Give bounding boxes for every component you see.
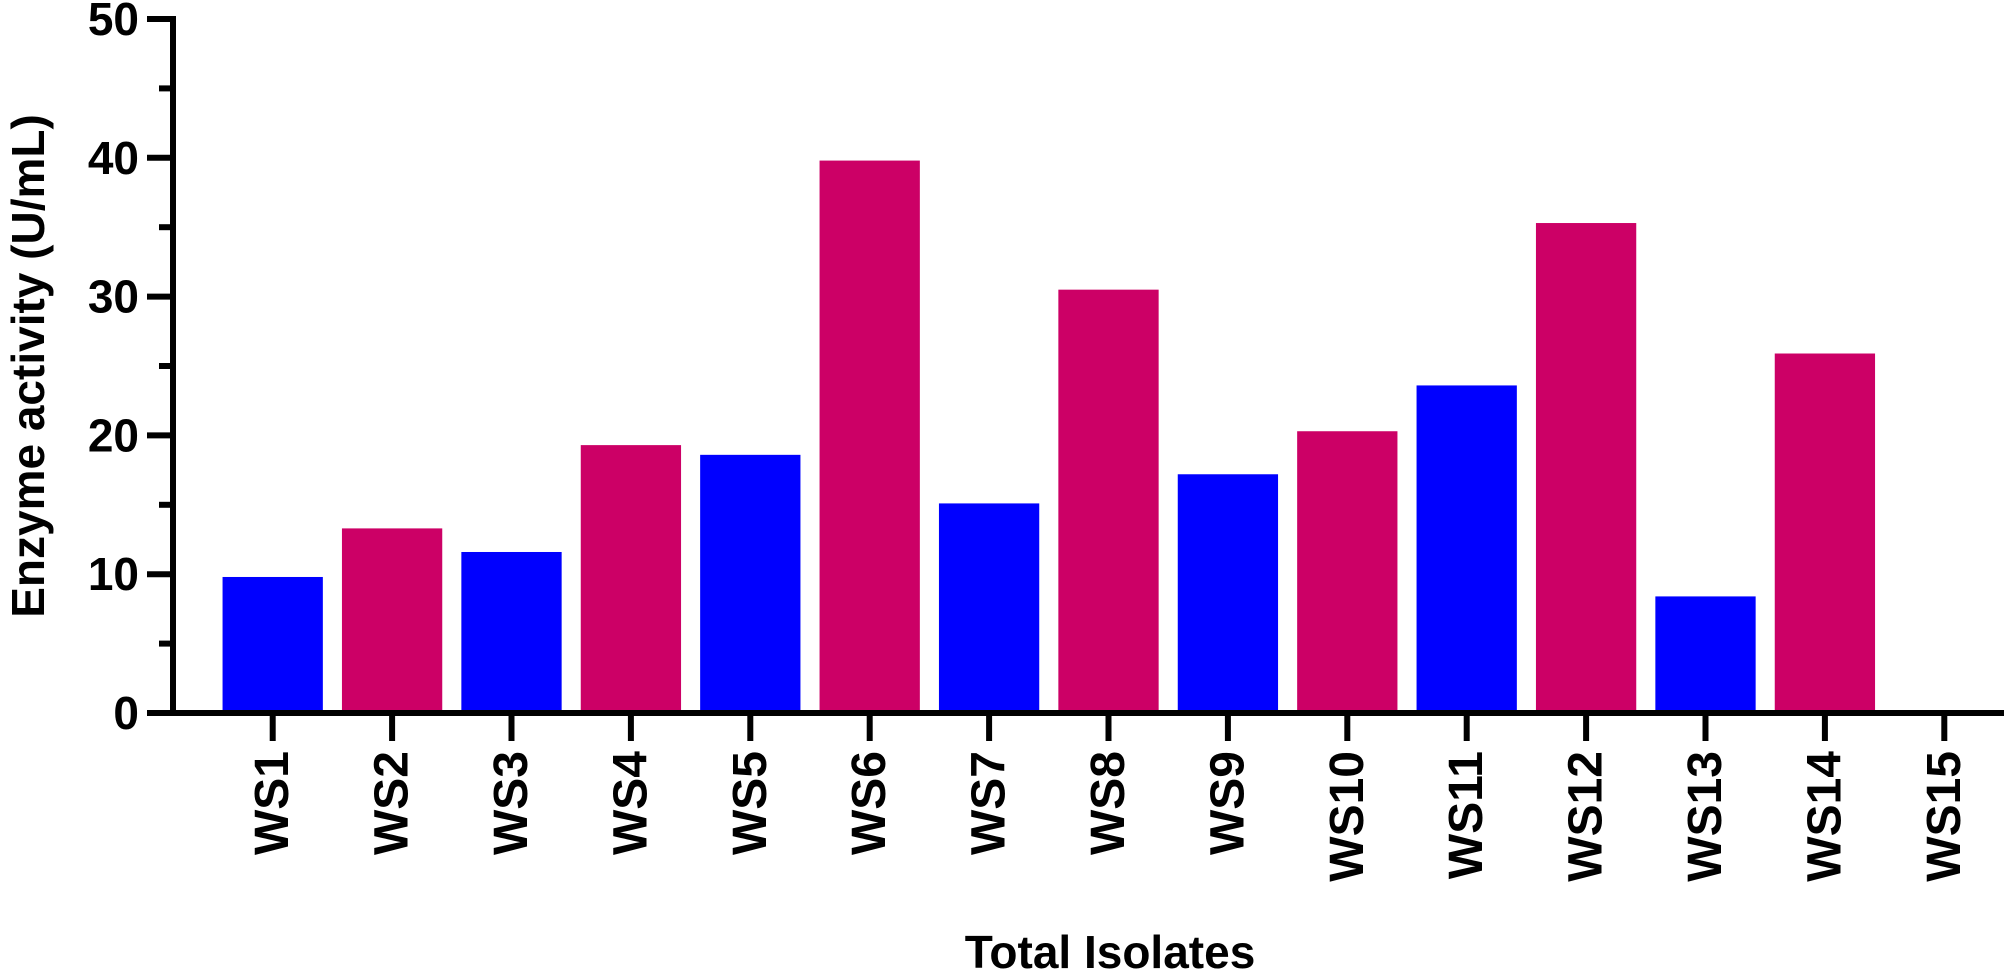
- bar: [461, 551, 562, 713]
- x-tick-label: WS11: [1440, 751, 1493, 879]
- y-tick-label: 30: [88, 271, 139, 323]
- bar: [580, 445, 682, 713]
- x-tick-label: WS1: [246, 751, 299, 855]
- bar: [700, 454, 801, 713]
- y-tick-label: 50: [88, 0, 139, 45]
- bar: [1058, 289, 1159, 713]
- y-tick-label: 40: [88, 132, 139, 184]
- bar: [1416, 385, 1517, 713]
- x-tick-label: WS6: [843, 751, 896, 855]
- y-tick-label: 20: [88, 409, 139, 461]
- y-tick-label: 0: [113, 687, 139, 739]
- y-axis-title: Enzyme activity (U/mL): [2, 114, 54, 618]
- bar: [819, 160, 920, 714]
- x-tick-label: WS2: [366, 751, 419, 855]
- x-tick-label: WS13: [1679, 751, 1732, 882]
- bar: [1177, 474, 1279, 713]
- x-axis-title: Total Isolates: [965, 926, 1256, 975]
- x-tick-label: WS10: [1321, 751, 1374, 882]
- x-tick-label: WS7: [963, 751, 1016, 855]
- y-tick-label: 10: [88, 548, 139, 600]
- bar: [1655, 596, 1756, 713]
- x-tick-label: WS3: [485, 751, 538, 855]
- bar: [1535, 223, 1637, 713]
- x-tick-label: WS8: [1082, 751, 1135, 855]
- bar: [938, 503, 1040, 713]
- bar: [222, 576, 323, 713]
- bar: [1297, 431, 1398, 713]
- x-tick-label: WS15: [1918, 751, 1971, 882]
- bar: [1774, 353, 1876, 713]
- x-tick-label: WS5: [724, 751, 777, 855]
- x-tick-label: WS14: [1798, 751, 1851, 882]
- x-tick-label: WS9: [1201, 751, 1254, 855]
- x-tick-label: WS12: [1560, 751, 1613, 882]
- x-tick-label: WS4: [604, 751, 657, 855]
- bar: [341, 528, 443, 713]
